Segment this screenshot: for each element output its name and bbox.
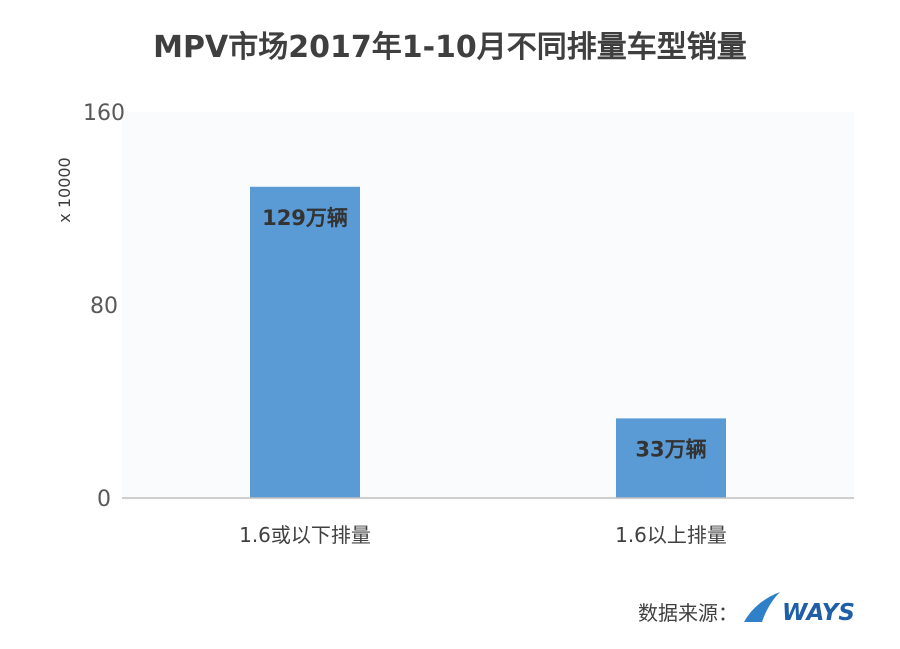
y-tick-label: 160	[83, 101, 125, 126]
bar	[616, 418, 726, 498]
y-axis-ticks: 0 80 160	[83, 101, 125, 512]
bar-data-label: 33万辆	[635, 437, 706, 461]
y-tick-label: 0	[97, 487, 111, 512]
plot-area	[122, 112, 854, 500]
source-label: 数据来源：	[638, 601, 738, 625]
ways-brand-text: WAYS	[782, 600, 855, 626]
bar	[250, 186, 360, 498]
bar-series: 129万辆 1.6或以下排量 33万辆 1.6以上排量	[239, 186, 727, 547]
y-tick-label: 80	[90, 294, 118, 319]
chart-title: MPV市场2017年1-10月不同排量车型销量	[153, 30, 747, 65]
ways-logo: WAYS	[744, 592, 855, 626]
y-multiplier-label: x 10000	[55, 157, 74, 222]
x-category-label: 1.6或以下排量	[239, 523, 371, 547]
bar-data-label: 129万辆	[262, 206, 348, 230]
ways-logo-icon	[744, 592, 780, 622]
x-category-label: 1.6以上排量	[615, 523, 727, 547]
